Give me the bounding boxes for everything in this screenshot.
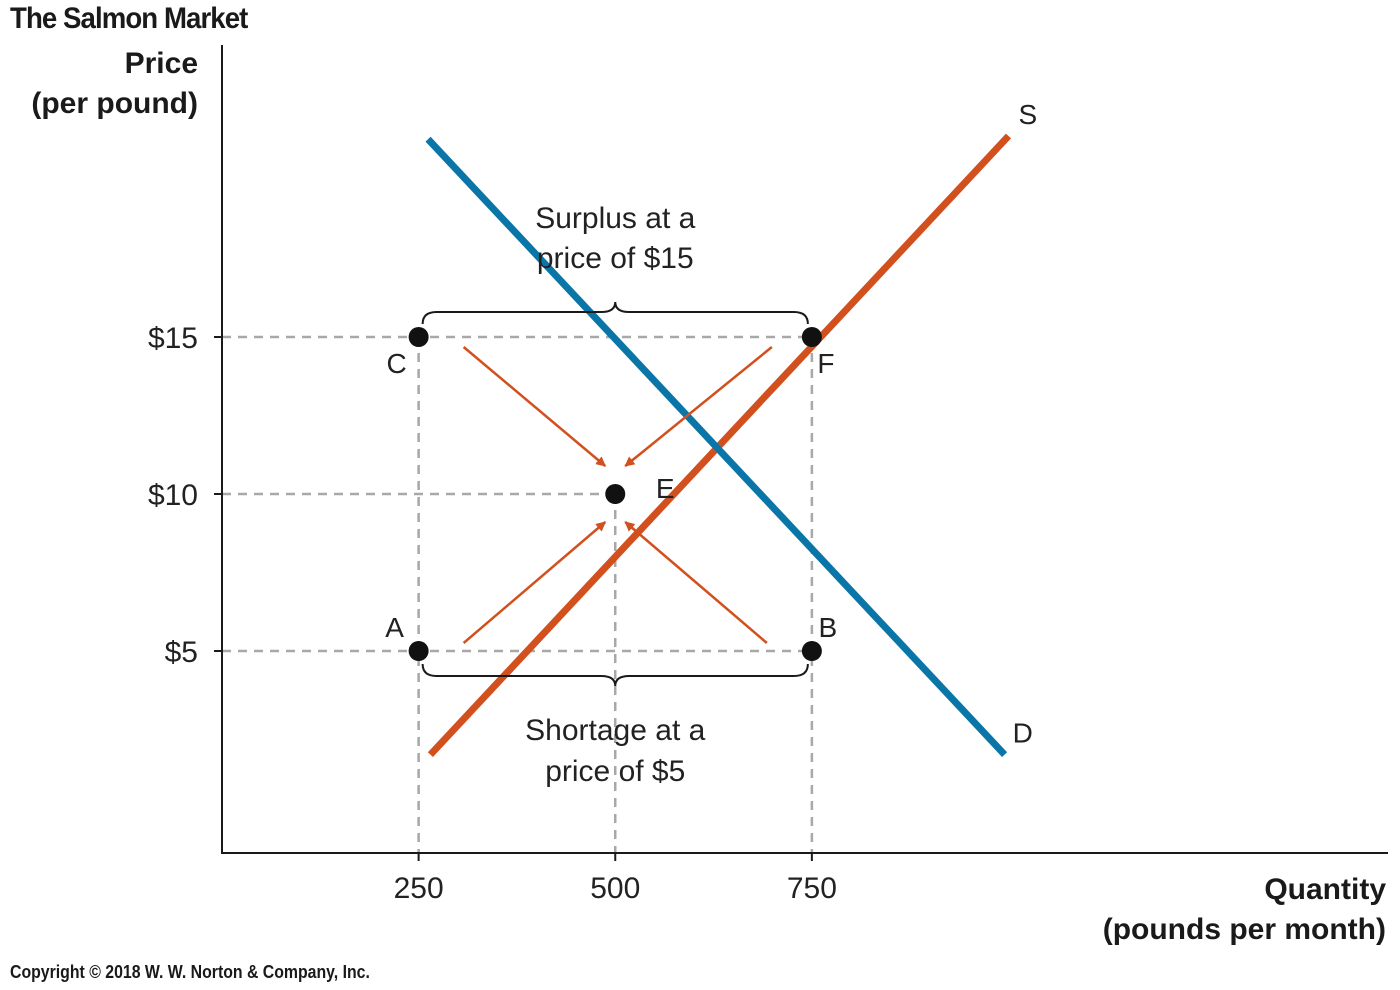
point-e	[605, 484, 626, 504]
surplus-label-line1: Surplus at a	[535, 202, 695, 235]
y-axis-label-line1: Price	[124, 47, 198, 80]
point-label-a: A	[385, 612, 404, 643]
x-axis-label: Quantity (pounds per month)	[1103, 870, 1386, 950]
y-tick-label: $5	[165, 636, 198, 669]
x-axis-label-line2: (pounds per month)	[1102, 913, 1386, 946]
point-label-e: E	[656, 473, 675, 504]
shortage-label-line2: price of $5	[545, 755, 685, 788]
x-tick-label: 250	[394, 872, 444, 905]
x-axis-label-line1: Quantity	[1264, 873, 1386, 906]
x-tick-label: 750	[787, 872, 837, 905]
chart-title: The Salmon Market	[10, 2, 248, 35]
point-a	[408, 641, 429, 661]
point-b	[801, 641, 822, 661]
shortage-label-line1: Shortage at a	[525, 714, 705, 747]
point-label-f: F	[817, 348, 834, 379]
adjustment-arrow	[624, 346, 773, 467]
adjustment-arrow	[624, 521, 768, 644]
point-f	[801, 327, 822, 347]
y-tick-label: $10	[148, 479, 198, 512]
shortage-brace	[421, 663, 809, 687]
point-c	[408, 327, 429, 347]
copyright-notice: Copyright © 2018 W. W. Norton & Company,…	[10, 962, 370, 982]
surplus-label-line2: price of $15	[537, 242, 694, 275]
y-tick-label: $15	[148, 322, 198, 355]
adjustment-arrow	[462, 346, 607, 467]
y-axis-label: Price (per pound)	[31, 44, 198, 124]
point-label-b: B	[819, 612, 838, 643]
x-tick-label: 500	[590, 872, 640, 905]
surplus-brace	[421, 301, 809, 325]
series-d-line	[425, 136, 1008, 758]
y-axis-label-line2: (per pound)	[31, 87, 198, 120]
adjustment-arrow	[462, 521, 607, 644]
point-label-c: C	[387, 348, 407, 379]
series-d-label: D	[1013, 718, 1033, 749]
series-s-label: S	[1019, 99, 1038, 130]
